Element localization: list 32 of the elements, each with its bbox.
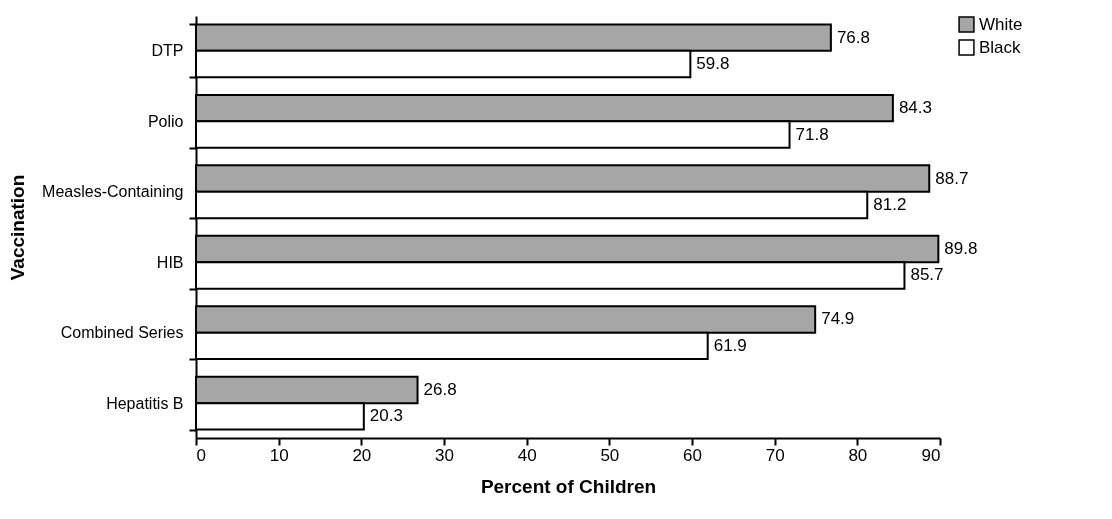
y-tick-label: Hepatitis B bbox=[106, 394, 184, 412]
y-tick-label: Combined Series bbox=[60, 324, 184, 342]
x-axis-title: Percent of Children bbox=[480, 475, 657, 497]
data-label: 89.8 bbox=[944, 239, 978, 259]
x-tick-label: 70 bbox=[765, 445, 785, 465]
x-tick-label: 40 bbox=[517, 445, 537, 465]
legend-label: White bbox=[979, 14, 1023, 34]
x-tick-label: 30 bbox=[435, 445, 454, 465]
y-tick-label: Measles-Containing bbox=[42, 183, 184, 201]
data-label: 74.9 bbox=[821, 309, 855, 329]
data-label: 61.9 bbox=[713, 335, 747, 355]
data-label: 59.8 bbox=[696, 54, 730, 74]
x-tick-label: 90 bbox=[921, 445, 941, 465]
y-tick-label: DTP bbox=[151, 42, 184, 60]
data-label: 26.8 bbox=[423, 379, 457, 399]
y-tick-label: Polio bbox=[147, 112, 184, 130]
data-label: 81.2 bbox=[873, 194, 907, 214]
data-label: 88.7 bbox=[935, 168, 969, 188]
data-label: 85.7 bbox=[910, 265, 944, 285]
data-label: 84.3 bbox=[898, 98, 932, 118]
y-tick-label: HIB bbox=[156, 253, 184, 271]
x-tick-label: 10 bbox=[269, 445, 289, 465]
legend-label: Black bbox=[979, 37, 1022, 57]
y-axis-title: Vaccination bbox=[7, 174, 29, 281]
x-tick-label: 50 bbox=[600, 445, 620, 465]
x-tick-label: 80 bbox=[848, 445, 868, 465]
data-label: 76.8 bbox=[836, 27, 870, 47]
data-label: 71.8 bbox=[795, 124, 829, 144]
x-tick-label: 0 bbox=[196, 445, 206, 465]
data-label: 20.3 bbox=[369, 406, 403, 426]
x-tick-label: 20 bbox=[352, 445, 372, 465]
x-tick-label: 60 bbox=[683, 445, 702, 465]
